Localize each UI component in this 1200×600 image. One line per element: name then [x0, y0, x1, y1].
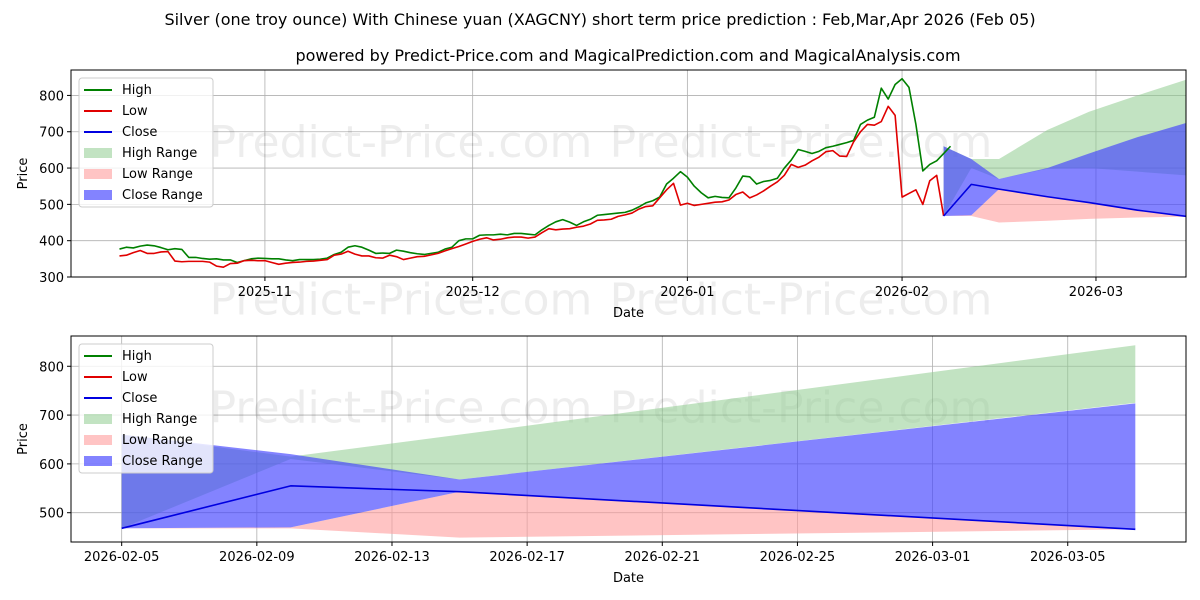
bottom-panel: 500 600 700 800 2026-02-05 2026-02-09 2026-02-…	[16, 335, 1187, 586]
legend-label-close: Close	[122, 125, 157, 140]
x-tick-label: 2026-01	[660, 285, 714, 300]
x-tick-label: 2026-02-25	[760, 550, 836, 565]
x-axis-label: Date	[613, 306, 644, 321]
x-tick-label: 2025-12	[446, 285, 500, 300]
x-tick-label: 2025-11	[238, 285, 292, 300]
plot-area	[119, 77, 1186, 268]
legend-swatch-close-range	[84, 190, 112, 200]
y-tick-label: 400	[39, 235, 64, 250]
low-range-band	[943, 189, 1186, 223]
y-tick-label: 600	[39, 458, 64, 473]
y-axis-label: Price	[16, 158, 31, 190]
y-tick-label: 500	[39, 507, 64, 522]
legend-label-close-range: Close Range	[122, 454, 203, 469]
legend-swatch-high-range	[84, 414, 112, 424]
chart-subtitle: powered by Predict-Price.com and Magical…	[295, 46, 960, 65]
y-tick-label: 700	[39, 126, 64, 141]
legend-swatch-low-range	[84, 169, 112, 179]
x-axis-label: Date	[613, 571, 644, 586]
y-tick-label: 600	[39, 162, 64, 177]
axes-frame	[70, 335, 1187, 543]
x-tick-label: 2026-02-13	[354, 550, 430, 565]
legend-label-close-range: Close Range	[122, 188, 203, 203]
close-range-band	[943, 123, 1186, 217]
legend-box	[78, 77, 214, 208]
legend: High Low Close High Range Low Range Close Ran…	[78, 343, 214, 474]
y-tick-label: 700	[39, 409, 64, 424]
watermark-text: Predict-Price.com	[210, 383, 593, 434]
axes-frame	[70, 69, 1187, 278]
x-tick-label: 2026-02-17	[489, 550, 565, 565]
high-line	[119, 77, 952, 264]
watermark-text: Predict-Price.com	[210, 117, 593, 168]
y-tick-label: 800	[39, 89, 64, 104]
x-tick-label: 2026-02-21	[625, 550, 701, 565]
legend-label-high: High	[122, 83, 152, 98]
watermark-text: Predict-Price.com	[210, 274, 593, 325]
x-tick-label: 2026-02	[875, 285, 929, 300]
legend-swatch-low-range	[84, 435, 112, 445]
x-tick-label: 2026-03	[1069, 285, 1123, 300]
close-range-band	[121, 403, 1136, 530]
chart-title: Silver (one troy ounce) With Chinese yua…	[164, 10, 1035, 29]
top-panel: 300 400 500 600 700 800 2025-11 2025-12 2026-01 2…	[16, 69, 1187, 325]
x-tick-label: 2026-02-05	[84, 550, 160, 565]
legend: High Low Close High Range Low Range Close Ran…	[78, 77, 214, 208]
legend-label-high: High	[122, 349, 152, 364]
x-tick-label: 2026-02-09	[219, 550, 295, 565]
legend-label-close: Close	[122, 391, 157, 406]
legend-label-low: Low	[122, 104, 148, 119]
close-line	[943, 183, 1186, 218]
legend-label-low-range: Low Range	[122, 433, 193, 448]
close-line	[121, 485, 1136, 531]
legend-swatch-close-range	[84, 456, 112, 466]
legend-label-low-range: Low Range	[122, 167, 193, 182]
low-line	[119, 105, 945, 268]
x-tick-label: 2026-03-05	[1030, 550, 1106, 565]
y-tick-label: 300	[39, 271, 64, 286]
legend-label-low: Low	[122, 370, 148, 385]
y-axis-label: Price	[16, 423, 31, 455]
legend-label-high-range: High Range	[122, 146, 197, 161]
high-range-band	[121, 345, 1136, 529]
legend-box	[78, 343, 214, 474]
y-tick-label: 500	[39, 198, 64, 213]
low-range-band	[121, 491, 1136, 538]
high-range-band	[943, 79, 1186, 216]
watermark-text: Predict-Price.com	[610, 274, 993, 325]
watermark-text: Predict-Price.com	[610, 117, 993, 168]
legend-swatch-high-range	[84, 148, 112, 158]
y-tick-label: 800	[39, 360, 64, 375]
plot-area	[121, 345, 1136, 538]
x-tick-label: 2026-03-01	[895, 550, 971, 565]
legend-label-high-range: High Range	[122, 412, 197, 427]
